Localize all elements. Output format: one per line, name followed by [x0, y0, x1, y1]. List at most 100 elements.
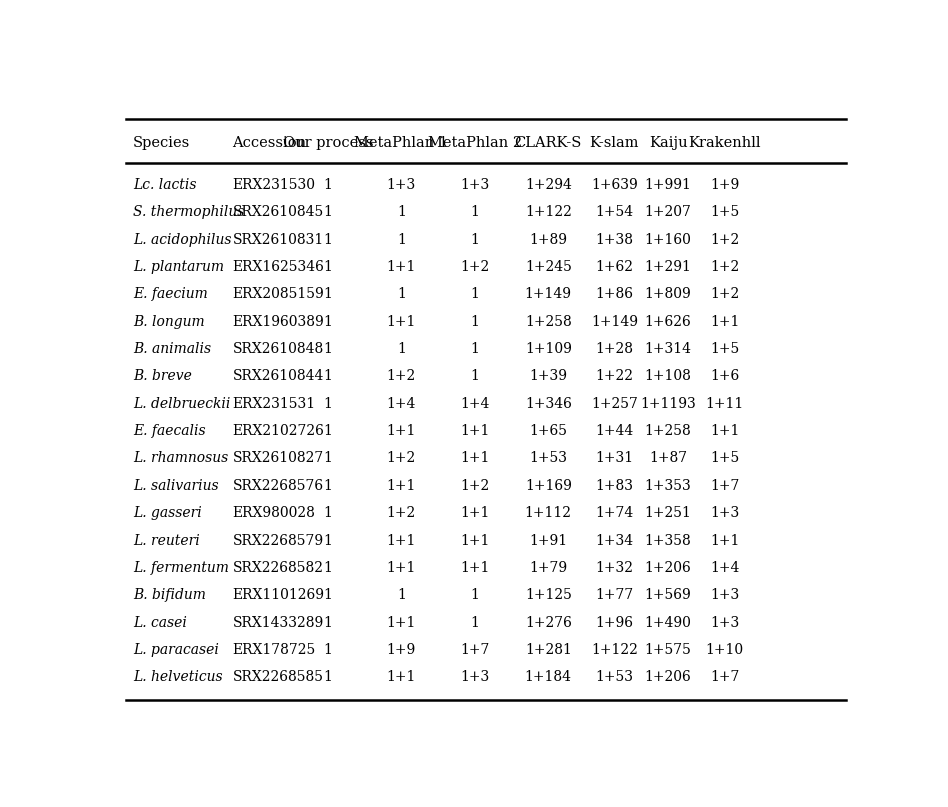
Text: Our process: Our process	[283, 136, 374, 150]
Text: 1: 1	[470, 342, 480, 356]
Text: 1+991: 1+991	[645, 178, 691, 192]
Text: 1+2: 1+2	[387, 370, 416, 383]
Text: ERX2085159: ERX2085159	[232, 287, 324, 302]
Text: 1: 1	[323, 232, 333, 247]
Text: 1+3: 1+3	[460, 671, 489, 684]
Text: 1+112: 1+112	[525, 506, 572, 521]
Text: 1+149: 1+149	[525, 287, 572, 302]
Text: L. fermentum: L. fermentum	[133, 561, 229, 575]
Text: 1+490: 1+490	[645, 616, 691, 629]
Text: 1+89: 1+89	[529, 232, 567, 247]
Text: 1+2: 1+2	[387, 506, 416, 521]
Text: 1: 1	[397, 287, 406, 302]
Text: 1+3: 1+3	[710, 616, 739, 629]
Text: 1: 1	[323, 424, 333, 438]
Text: 1+9: 1+9	[387, 643, 416, 657]
Text: 1: 1	[323, 370, 333, 383]
Text: 1+79: 1+79	[529, 561, 567, 575]
Text: 1+96: 1+96	[595, 616, 633, 629]
Text: 1+22: 1+22	[595, 370, 633, 383]
Text: 1+34: 1+34	[595, 533, 633, 547]
Text: 1: 1	[323, 451, 333, 466]
Text: 1+44: 1+44	[595, 424, 633, 438]
Text: 1+125: 1+125	[525, 588, 572, 602]
Text: 1: 1	[323, 260, 333, 274]
Text: 1: 1	[323, 561, 333, 575]
Text: 1+258: 1+258	[525, 315, 572, 328]
Text: L. salivarius: L. salivarius	[133, 479, 219, 493]
Text: 1+83: 1+83	[595, 479, 633, 493]
Text: E. faecium: E. faecium	[133, 287, 208, 302]
Text: ERX980028: ERX980028	[232, 506, 316, 521]
Text: 1: 1	[470, 370, 480, 383]
Text: 1+353: 1+353	[645, 479, 691, 493]
Text: 1+2: 1+2	[460, 260, 489, 274]
Text: L. paracasei: L. paracasei	[133, 643, 219, 657]
Text: 1: 1	[323, 643, 333, 657]
Text: 1+281: 1+281	[525, 643, 572, 657]
Text: L. gasseri: L. gasseri	[133, 506, 202, 521]
Text: Accession: Accession	[232, 136, 306, 150]
Text: 1+346: 1+346	[525, 397, 572, 411]
Text: SRX2610831: SRX2610831	[232, 232, 323, 247]
Text: 1+109: 1+109	[525, 342, 572, 356]
Text: 1+77: 1+77	[595, 588, 633, 602]
Text: SRX2610848: SRX2610848	[232, 342, 323, 356]
Text: 1: 1	[470, 206, 480, 220]
Text: 1+4: 1+4	[710, 561, 739, 575]
Text: ERX1960389: ERX1960389	[232, 315, 324, 328]
Text: SRX2268585: SRX2268585	[232, 671, 323, 684]
Text: L. delbrueckii: L. delbrueckii	[133, 397, 230, 411]
Text: ERX1625346: ERX1625346	[232, 260, 324, 274]
Text: 1+7: 1+7	[710, 671, 739, 684]
Text: 1+5: 1+5	[710, 451, 739, 466]
Text: 1+1: 1+1	[460, 533, 489, 547]
Text: 1+1: 1+1	[387, 533, 416, 547]
Text: 1+5: 1+5	[710, 342, 739, 356]
Text: E. faecalis: E. faecalis	[133, 424, 206, 438]
Text: 1+2: 1+2	[710, 287, 739, 302]
Text: MetaPhlan 2: MetaPhlan 2	[428, 136, 522, 150]
Text: 1+639: 1+639	[591, 178, 638, 192]
Text: 1+91: 1+91	[529, 533, 567, 547]
Text: 1+1: 1+1	[710, 424, 739, 438]
Text: ERX178725: ERX178725	[232, 643, 316, 657]
Text: 1+108: 1+108	[645, 370, 691, 383]
Text: SRX2610827: SRX2610827	[232, 451, 323, 466]
Text: 1+1: 1+1	[387, 479, 416, 493]
Text: CLARK-S: CLARK-S	[515, 136, 582, 150]
Text: B. longum: B. longum	[133, 315, 205, 328]
Text: Krakenhll: Krakenhll	[688, 136, 761, 150]
Text: 1+11: 1+11	[705, 397, 744, 411]
Text: 1: 1	[323, 616, 333, 629]
Text: 1+3: 1+3	[710, 506, 739, 521]
Text: 1+184: 1+184	[525, 671, 572, 684]
Text: 1: 1	[323, 506, 333, 521]
Text: 1+4: 1+4	[460, 397, 489, 411]
Text: 1: 1	[323, 588, 333, 602]
Text: S. thermophilus: S. thermophilus	[133, 206, 245, 220]
Text: 1+53: 1+53	[529, 451, 567, 466]
Text: 1+2: 1+2	[460, 479, 489, 493]
Text: ERX2102726: ERX2102726	[232, 424, 324, 438]
Text: SRX2268582: SRX2268582	[232, 561, 323, 575]
Text: ERX1101269: ERX1101269	[232, 588, 324, 602]
Text: SRX1433289: SRX1433289	[232, 616, 323, 629]
Text: 1: 1	[470, 616, 480, 629]
Text: 1+10: 1+10	[705, 643, 743, 657]
Text: 1+74: 1+74	[595, 506, 633, 521]
Text: 1+1: 1+1	[460, 561, 489, 575]
Text: 1+809: 1+809	[645, 287, 691, 302]
Text: 1+86: 1+86	[595, 287, 633, 302]
Text: Lc. lactis: Lc. lactis	[133, 178, 196, 192]
Text: 1+1: 1+1	[460, 451, 489, 466]
Text: ERX231530: ERX231530	[232, 178, 316, 192]
Text: 1+31: 1+31	[595, 451, 633, 466]
Text: 1+7: 1+7	[460, 643, 489, 657]
Text: 1: 1	[470, 315, 480, 328]
Text: SRX2268576: SRX2268576	[232, 479, 323, 493]
Text: 1+2: 1+2	[710, 232, 739, 247]
Text: 1+569: 1+569	[645, 588, 691, 602]
Text: 1+39: 1+39	[529, 370, 567, 383]
Text: 1+28: 1+28	[595, 342, 633, 356]
